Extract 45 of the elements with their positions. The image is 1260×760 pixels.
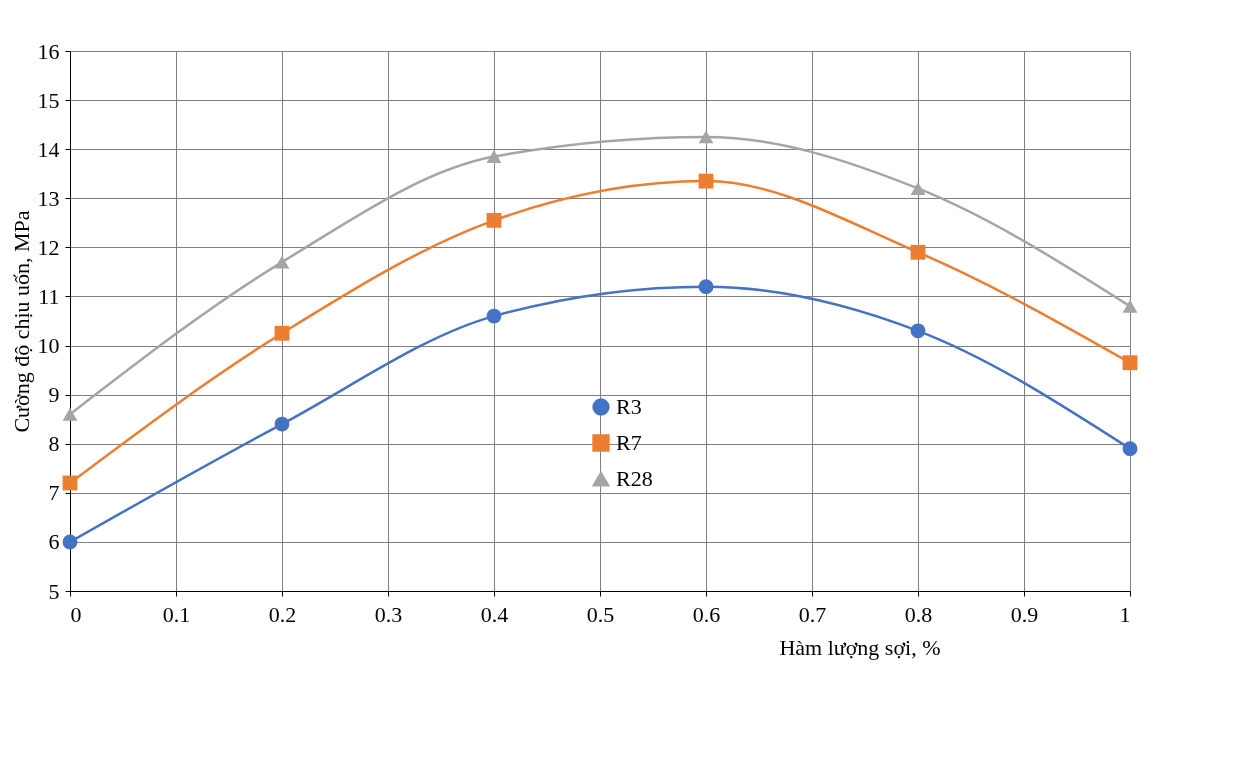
y-tick-label: 13: [37, 185, 60, 211]
point: [62, 407, 78, 421]
point: [910, 244, 926, 260]
y-tick-label: 11: [38, 283, 60, 309]
y-tick-label: 14: [37, 136, 60, 162]
point: [274, 416, 290, 432]
point: [486, 150, 502, 163]
y-tick-label: 16: [37, 38, 60, 64]
x-tick-label: 0.6: [692, 601, 721, 627]
x-tick-label: 0.2: [268, 601, 297, 627]
x-tick-label: 0.1: [162, 601, 191, 627]
point: [62, 534, 78, 550]
x-axis-title: Hàm lượng sợi, %: [779, 634, 941, 660]
point: [1122, 441, 1138, 457]
point: [910, 323, 926, 339]
x-tick-label: 0.4: [480, 601, 509, 627]
y-tick-label: 15: [37, 87, 60, 113]
y-tick-label: 10: [37, 333, 60, 359]
y-tick-label: 7: [48, 480, 60, 506]
y-tick-label: 12: [37, 234, 60, 260]
point: [1122, 355, 1138, 371]
point: [274, 325, 290, 341]
point: [486, 212, 502, 228]
point: [486, 308, 502, 324]
x-tick-label: 1: [1119, 601, 1131, 627]
y-axis-title: Cường độ chịu uốn, MPa: [8, 210, 34, 433]
point: [910, 182, 926, 195]
point: [698, 279, 714, 295]
legend-label: R28: [616, 466, 653, 491]
legend-label: R7: [616, 430, 642, 455]
point: [698, 173, 714, 189]
y-tick-label: 8: [48, 431, 60, 457]
legend-label: R3: [616, 394, 642, 419]
y-tick-label: 9: [48, 382, 60, 408]
x-tick-label: 0.5: [586, 601, 615, 627]
y-tick-label: 5: [48, 578, 60, 604]
point: [698, 130, 714, 144]
x-tick-label: 0.8: [904, 601, 933, 627]
point: [1122, 299, 1138, 313]
point: [274, 255, 290, 269]
x-tick-label: 0: [70, 601, 82, 627]
x-tick-label: 0.9: [1010, 601, 1039, 627]
y-tick-label: 6: [48, 529, 60, 555]
x-tick-label: 0.7: [798, 601, 827, 627]
x-tick-label: 0.3: [374, 601, 403, 627]
